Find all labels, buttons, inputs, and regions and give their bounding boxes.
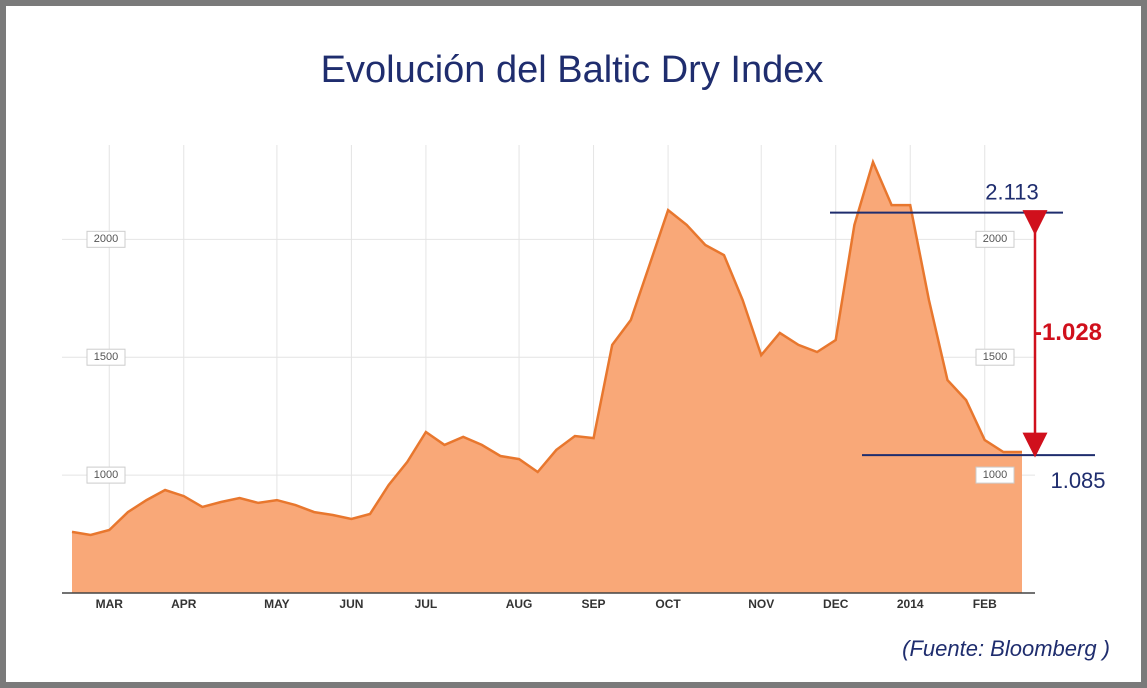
y-tick-label-right: 1000 — [983, 469, 1007, 481]
annotation-label: 2.113 — [985, 179, 1038, 204]
line — [71, 158, 1022, 537]
tick-box — [86, 230, 126, 248]
y-tick-label: 1500 — [94, 351, 118, 363]
tick-box — [975, 348, 1015, 366]
chart-title: Evolución del Baltic Dry Index — [321, 49, 824, 91]
annotation-label: 1.085 — [1050, 468, 1105, 493]
x-tick-label: SEP — [582, 597, 606, 611]
tick-box — [86, 466, 126, 484]
x-tick-label: JUN — [339, 597, 363, 611]
y-tick-label-right: 2000 — [983, 233, 1007, 245]
x-tick-label: DEC — [823, 597, 849, 611]
difference-label: -1.028 — [1034, 319, 1102, 346]
area — [72, 162, 1022, 593]
x-tick-label: NOV — [748, 597, 774, 611]
x-tick-label: OCT — [655, 597, 681, 611]
x-tick-label: JUL — [415, 597, 438, 611]
tick-box — [86, 348, 126, 366]
x-tick-label: APR — [171, 597, 197, 611]
x-tick-label: MAR — [96, 597, 124, 611]
source: (Fuente: Bloomberg ) — [902, 636, 1110, 661]
x-tick-label: FEB — [973, 597, 997, 611]
y-tick-label: 1000 — [94, 469, 118, 481]
y-tick-label: 2000 — [94, 233, 118, 245]
x-tick-label: 2014 — [897, 597, 924, 611]
tick-box — [975, 230, 1015, 248]
x-tick-label: AUG — [506, 597, 533, 611]
x-tick-label: MAY — [264, 597, 290, 611]
y-tick-label-right: 1500 — [983, 351, 1007, 363]
tick-box — [975, 466, 1015, 484]
